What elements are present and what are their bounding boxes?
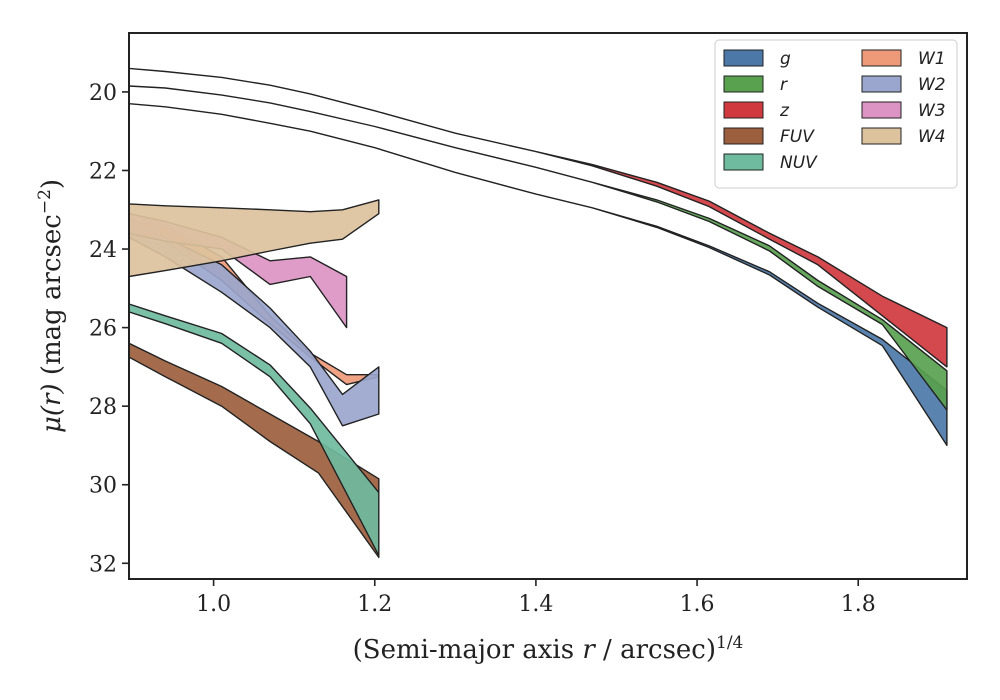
band-r xyxy=(129,85,948,411)
legend-label-w3: W3 xyxy=(918,101,946,121)
legend-swatch-w4 xyxy=(861,127,902,145)
legend-label-w2: W2 xyxy=(918,75,946,95)
y-axis-ticks: 20 22 24 26 28 30 32 xyxy=(89,81,129,577)
y-tick-label: 28 xyxy=(89,395,117,420)
y-tick-label: 24 xyxy=(89,238,117,263)
legend-label-w4: W4 xyxy=(918,127,946,147)
x-tick-label: 1.2 xyxy=(357,592,392,617)
legend-label-r: r xyxy=(780,75,788,95)
legend-swatch-fuv xyxy=(723,127,764,145)
band-z xyxy=(129,67,948,368)
legend: grz FUV NUV W1 W2 W3 W4 xyxy=(714,39,958,189)
x-axis-ticks: 1.0 1.2 1.4 1.6 1.8 xyxy=(196,579,876,617)
band-w4 xyxy=(129,199,380,278)
y-axis-label: μ(r) (mag arcsec−2) xyxy=(35,179,67,433)
band-w2 xyxy=(129,216,380,427)
x-tick-label: 1.6 xyxy=(680,592,715,617)
legend-swatch-w2 xyxy=(861,75,902,93)
x-tick-label: 1.8 xyxy=(841,592,876,617)
y-tick-label: 26 xyxy=(89,317,117,342)
legend-swatch-g xyxy=(723,49,764,67)
legend-swatch-w3 xyxy=(861,101,902,119)
legend-label-g: g xyxy=(780,49,791,69)
legend-label-z: z xyxy=(779,101,790,121)
y-tick-label: 22 xyxy=(89,159,117,184)
legend-swatch-w1 xyxy=(861,49,902,67)
y-tick-label: 20 xyxy=(89,81,117,106)
legend-swatch-r xyxy=(723,75,764,93)
legend-swatch-z xyxy=(723,101,764,119)
plot-frame xyxy=(128,32,968,580)
legend-label-nuv: NUV xyxy=(780,153,818,173)
y-tick-label: 30 xyxy=(89,474,117,499)
legend-label-w1: W1 xyxy=(918,49,946,69)
legend-label-fuv: FUV xyxy=(780,127,815,147)
x-tick-label: 1.4 xyxy=(518,592,553,617)
band-areas xyxy=(129,67,948,559)
x-axis-label: (Semi-major axis r / arcsec)1/4 xyxy=(353,633,744,665)
band-nuv xyxy=(129,303,380,557)
x-tick-label: 1.0 xyxy=(196,592,231,617)
y-tick-label: 32 xyxy=(89,552,117,577)
band-g xyxy=(129,102,948,447)
legend-swatch-nuv xyxy=(723,153,764,171)
